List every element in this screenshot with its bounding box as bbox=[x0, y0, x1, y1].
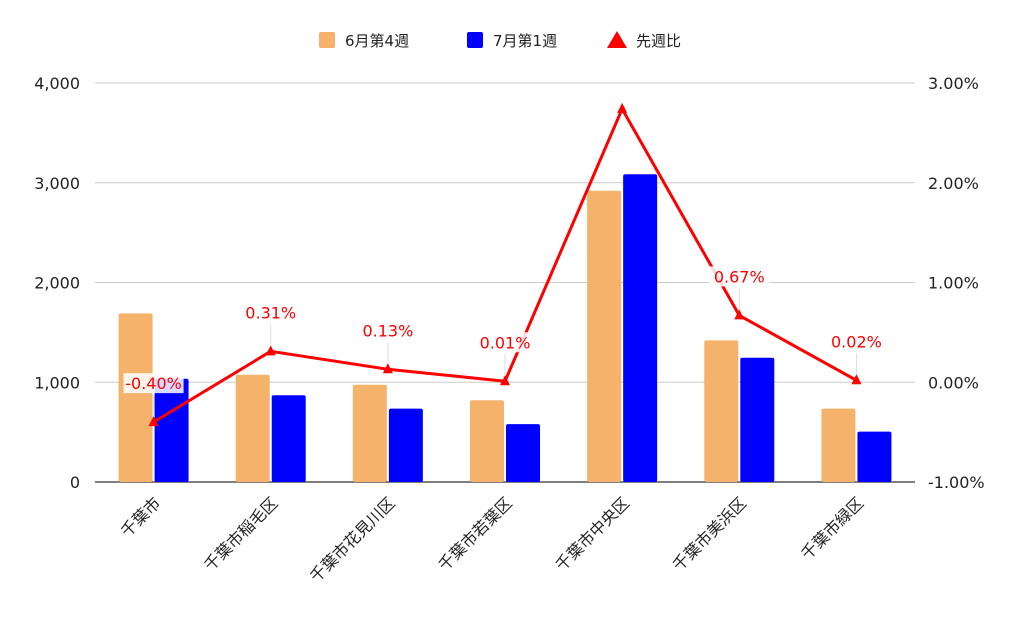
ratio-data-label: 0.67% bbox=[714, 267, 765, 286]
bar-july bbox=[857, 431, 892, 482]
ratio-marker bbox=[382, 363, 393, 374]
right-axis-ticks: -1.00% 0.00% 1.00% 2.00% 3.00% bbox=[928, 74, 985, 492]
legend-marker-ratio bbox=[607, 31, 627, 48]
ratio-marker bbox=[734, 309, 745, 320]
bar-july bbox=[388, 408, 423, 482]
left-tick-label: 2,000 bbox=[34, 274, 80, 293]
bar-july bbox=[154, 378, 189, 482]
bar-july bbox=[623, 174, 658, 483]
category-label: 千葉市若葉区 bbox=[435, 493, 516, 574]
ratio-marker bbox=[265, 345, 276, 356]
legend-label-june: 6月第4週 bbox=[345, 32, 409, 50]
right-tick-label: 2.00% bbox=[928, 174, 979, 193]
ratio-marker bbox=[617, 102, 628, 113]
bar-july bbox=[506, 424, 540, 482]
category-label: 千葉市稲毛区 bbox=[200, 493, 281, 574]
legend-label-ratio: 先週比 bbox=[636, 32, 681, 50]
bar-june bbox=[821, 408, 856, 482]
ratio-line bbox=[148, 102, 862, 427]
legend-swatch-july bbox=[467, 32, 483, 48]
right-tick-label: 0.00% bbox=[928, 373, 979, 392]
label-background bbox=[826, 331, 887, 352]
ratio-marker bbox=[851, 374, 862, 385]
left-tick-label: 4,000 bbox=[34, 74, 80, 93]
category-label: 千葉市 bbox=[117, 493, 164, 540]
label-background bbox=[240, 302, 301, 323]
bar-june bbox=[704, 340, 739, 482]
bar-june bbox=[587, 190, 622, 483]
legend-swatch-june bbox=[319, 32, 335, 48]
category-label: 千葉市中央区 bbox=[552, 493, 633, 574]
category-label: 千葉市緑区 bbox=[797, 493, 867, 563]
legend: 6月第4週 7月第1週 先週比 bbox=[319, 31, 681, 50]
ratio-marker bbox=[148, 416, 159, 427]
right-tick-label: 1.00% bbox=[928, 274, 979, 293]
legend-label-july: 7月第1週 bbox=[493, 32, 557, 50]
data-labels: -0.40% 0.31% 0.13% 0.01% 0.67% 0.02% bbox=[123, 266, 887, 417]
left-tick-label: 3,000 bbox=[34, 174, 80, 193]
left-tick-label: 1,000 bbox=[34, 373, 80, 392]
bar-june bbox=[470, 400, 504, 482]
ratio-data-label: 0.02% bbox=[831, 332, 882, 351]
label-background bbox=[709, 266, 770, 287]
category-label: 千葉市花見川区 bbox=[306, 493, 399, 586]
bar-june bbox=[118, 313, 153, 482]
right-tick-label: 3.00% bbox=[928, 74, 979, 93]
ratio-data-label: 0.13% bbox=[362, 321, 413, 340]
bar-june bbox=[235, 374, 270, 482]
bar-june bbox=[352, 384, 387, 482]
category-labels: 千葉市 千葉市稲毛区 千葉市花見川区 千葉市若葉区 千葉市中央区 千葉市美浜区 千葉市緑区 bbox=[117, 493, 867, 586]
ratio-marker bbox=[500, 375, 510, 386]
category-label: 千葉市美浜区 bbox=[669, 493, 750, 574]
ratio-data-label: 0.01% bbox=[480, 333, 531, 352]
bar-july bbox=[271, 395, 306, 482]
ratio-data-label: -0.40% bbox=[125, 374, 182, 393]
right-tick-label: -1.00% bbox=[928, 473, 985, 492]
left-tick-label: 0 bbox=[70, 473, 80, 492]
label-background bbox=[475, 332, 535, 353]
gridlines bbox=[95, 82, 915, 483]
label-background bbox=[123, 373, 184, 394]
bar-july bbox=[740, 357, 775, 482]
label-background bbox=[357, 320, 418, 341]
ratio-data-label: 0.31% bbox=[245, 303, 296, 322]
left-axis-ticks: 0 1,000 2,000 3,000 4,000 bbox=[34, 74, 80, 492]
bars bbox=[118, 174, 892, 483]
